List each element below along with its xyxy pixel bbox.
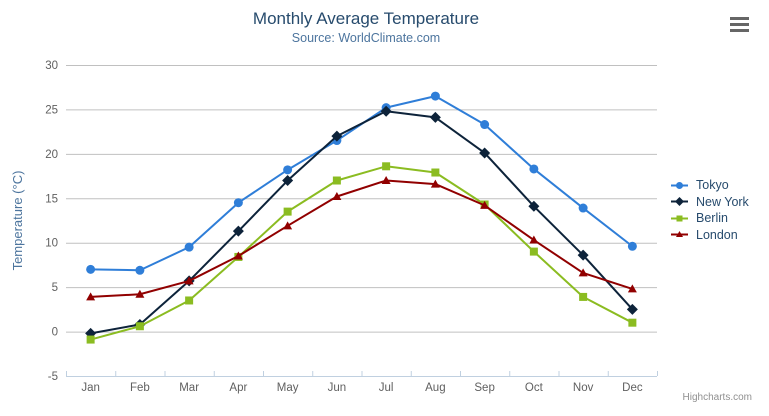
series-point-new-york-diamond-icon[interactable] (577, 249, 589, 261)
y-axis-label: 25 (45, 104, 58, 116)
legend: Tokyo New York Berlin London (671, 177, 749, 243)
series-point-london-triangle-icon[interactable] (381, 176, 391, 185)
x-axis-label: Dec (622, 382, 643, 394)
series-point-tokyo-circle-icon[interactable] (86, 264, 96, 274)
series-point-london-triangle-icon[interactable] (184, 276, 194, 285)
series-line-new-york (89, 110, 634, 335)
series-point-london-triangle-icon[interactable] (86, 292, 96, 301)
legend-item-new-york[interactable]: New York (671, 194, 749, 211)
legend-item-label: Berlin (696, 211, 728, 226)
legend-square-icon (671, 215, 688, 222)
series-point-new-york-diamond-icon[interactable] (429, 111, 441, 123)
legend-item-tokyo[interactable]: Tokyo (671, 177, 749, 194)
series-point-london-triangle-icon[interactable] (529, 235, 539, 244)
y-axis-label: 5 (52, 282, 58, 294)
series-point-tokyo-circle-icon[interactable] (233, 198, 243, 208)
series-point-new-york-diamond-icon[interactable] (380, 105, 392, 117)
series-point-london-triangle-icon[interactable] (135, 289, 145, 298)
legend-item-label: New York (696, 194, 749, 209)
series-point-new-york-diamond-icon[interactable] (528, 200, 540, 212)
series-point-london-triangle-icon[interactable] (283, 221, 293, 230)
credits-link[interactable]: Highcharts.com (682, 392, 752, 403)
chart-title: Monthly Average Temperature (252, 9, 480, 28)
context-menu-button[interactable] (730, 17, 749, 33)
series-point-tokyo-circle-icon[interactable] (184, 242, 194, 252)
y-axis-label: 10 (45, 238, 58, 250)
legend-square-glyph-icon (676, 215, 683, 222)
series-point-tokyo-circle-icon[interactable] (480, 120, 490, 130)
series-point-tokyo-circle-icon[interactable] (283, 165, 293, 175)
series-point-berlin-square-icon[interactable] (529, 247, 538, 256)
series-point-tokyo-circle-icon[interactable] (578, 203, 588, 213)
x-axis-label: Nov (573, 382, 594, 394)
series-point-new-york-diamond-icon[interactable] (479, 147, 491, 159)
legend-triangle-glyph-icon (676, 231, 683, 238)
legend-item-label: London (696, 227, 738, 242)
series-point-new-york-diamond-icon[interactable] (282, 175, 294, 187)
series-point-berlin-square-icon[interactable] (628, 318, 637, 327)
hamburger-icon (730, 29, 749, 32)
series-point-london-triangle-icon[interactable] (332, 192, 342, 201)
series-point-new-york-diamond-icon[interactable] (232, 225, 244, 237)
x-axis-label: Jun (328, 382, 347, 394)
y-axis-label: -5 (48, 371, 58, 383)
x-axis-label: Oct (525, 382, 544, 394)
x-axis-label: Mar (179, 382, 199, 394)
series-point-tokyo-circle-icon[interactable] (627, 241, 637, 251)
series-point-london-triangle-icon[interactable] (430, 179, 440, 188)
y-axis-label: 0 (52, 327, 58, 339)
y-axis-label: 30 (45, 60, 58, 72)
hamburger-icon (730, 23, 749, 26)
x-axis-label: Apr (229, 382, 247, 394)
series-line-tokyo (89, 95, 634, 272)
series-point-berlin-square-icon[interactable] (332, 176, 341, 185)
x-axis-label: May (277, 382, 299, 394)
chart-subtitle: Source: WorldClimate.com (291, 31, 441, 45)
legend-item-london[interactable]: London (671, 227, 749, 244)
hamburger-icon (730, 17, 749, 20)
legend-circle-glyph-icon (676, 181, 683, 189)
series-point-london-triangle-icon[interactable] (480, 200, 490, 209)
y-axis-label: 20 (45, 149, 58, 161)
x-axis-label: Sep (474, 382, 494, 394)
legend-circle-icon (671, 181, 688, 189)
legend-item-label: Tokyo (696, 178, 729, 193)
y-axis-title: Temperature (°C) (10, 171, 25, 271)
series-point-tokyo-circle-icon[interactable] (529, 164, 539, 174)
series-point-berlin-square-icon[interactable] (185, 296, 194, 305)
x-axis-label: Feb (130, 382, 150, 394)
series-point-new-york-diamond-icon[interactable] (626, 303, 638, 315)
series-point-london-triangle-icon[interactable] (627, 284, 637, 293)
legend-diamond-icon (671, 197, 688, 207)
y-axis-label: 15 (45, 193, 58, 205)
series-point-tokyo-circle-icon[interactable] (135, 265, 145, 275)
series-line-london (89, 179, 634, 298)
series-point-berlin-square-icon[interactable] (86, 335, 95, 344)
series-point-berlin-square-icon[interactable] (382, 162, 391, 171)
series-point-berlin-square-icon[interactable] (135, 322, 144, 331)
series-point-berlin-square-icon[interactable] (283, 207, 292, 216)
series-point-new-york-diamond-icon[interactable] (331, 130, 343, 142)
x-axis-label: Jul (379, 382, 394, 394)
legend-triangle-icon (671, 231, 688, 238)
series-point-london-triangle-icon[interactable] (578, 268, 588, 277)
series-point-berlin-square-icon[interactable] (579, 292, 588, 301)
x-axis-label: Jan (81, 382, 100, 394)
series-point-london-triangle-icon[interactable] (233, 251, 243, 260)
series-point-tokyo-circle-icon[interactable] (430, 91, 440, 101)
series-point-berlin-square-icon[interactable] (431, 168, 440, 177)
legend-item-berlin[interactable]: Berlin (671, 210, 749, 227)
series-line-berlin (89, 165, 634, 341)
legend-diamond-glyph-icon (675, 197, 684, 207)
x-axis-label: Aug (425, 382, 445, 394)
